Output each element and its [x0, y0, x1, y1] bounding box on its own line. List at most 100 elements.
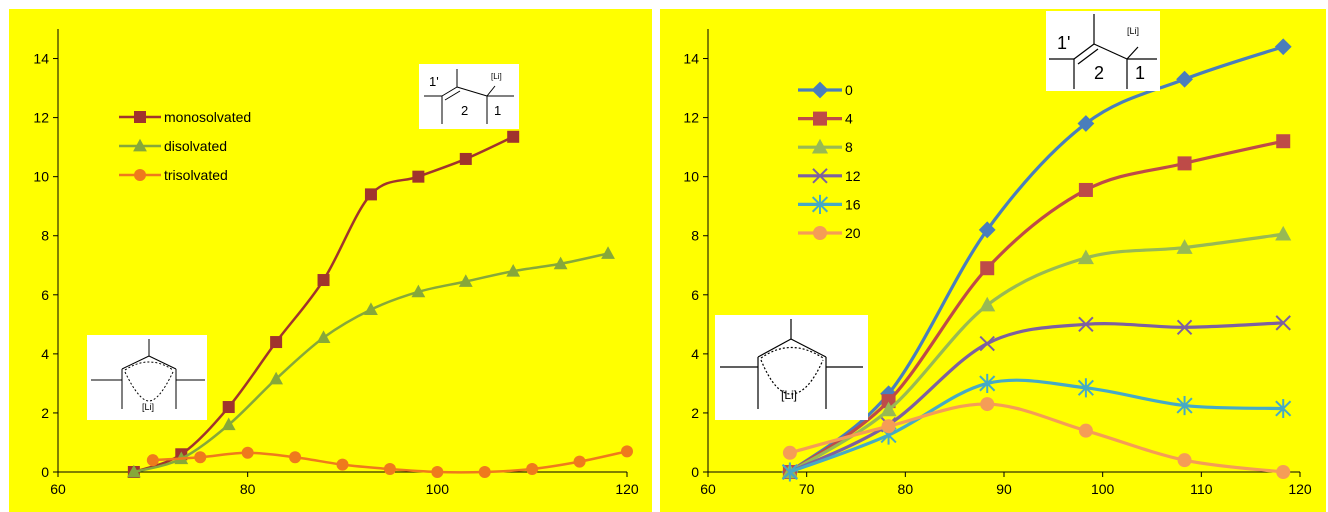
right-inset-top-structure: 1' 2 1 [Li] — [1046, 11, 1160, 91]
data-point — [1077, 115, 1095, 132]
inset-top-background — [1046, 11, 1160, 91]
legend-label: monosolvated — [164, 109, 251, 125]
y-tick-label: 8 — [691, 228, 699, 244]
bottom-structure-label-li: [Li] — [142, 402, 154, 412]
series-line — [788, 139, 1284, 474]
data-point — [526, 463, 539, 476]
data-point — [1274, 38, 1292, 56]
data-point — [1078, 182, 1093, 197]
x-tick-label: 110 — [1190, 481, 1213, 497]
top-structure-label-li: [Li] — [491, 72, 502, 81]
data-point — [270, 336, 283, 349]
data-point — [781, 462, 798, 482]
legend-marker — [813, 111, 827, 126]
data-point — [317, 274, 330, 287]
top-structure-label-2: 2 — [461, 103, 468, 118]
data-point — [601, 246, 615, 259]
top-structure-label-1prime: 1' — [429, 74, 439, 89]
y-tick-label: 12 — [683, 110, 699, 126]
legend-marker — [134, 111, 146, 123]
y-tick-label: 8 — [41, 228, 49, 244]
right-inset-bottom-structure: [Li] — [715, 315, 868, 420]
data-point — [241, 446, 254, 459]
legend-marker — [133, 138, 147, 152]
legend-marker — [813, 226, 827, 240]
x-tick-label: 80 — [240, 481, 256, 497]
bottom-structure-label-li: [Li] — [781, 388, 797, 402]
x-tick-label: 90 — [996, 481, 1012, 497]
data-point — [126, 464, 141, 478]
legend-marker — [811, 138, 829, 154]
data-point — [1275, 315, 1291, 331]
y-tick-label: 6 — [41, 287, 49, 303]
data-point — [1276, 134, 1291, 149]
y-tick-label: 14 — [33, 51, 49, 67]
data-point — [1078, 423, 1093, 438]
y-tick-label: 4 — [691, 346, 699, 362]
data-point — [621, 445, 633, 458]
data-point — [1176, 70, 1193, 88]
data-point — [411, 284, 426, 298]
data-point — [431, 466, 444, 478]
inset-bottom-background — [87, 335, 207, 420]
right-legend: 0 4 8 12 16 20 — [798, 81, 861, 241]
data-point — [1275, 398, 1292, 419]
data-point — [1176, 239, 1193, 254]
left-chart-panel: 0 2 4 6 8 10 12 14 60 80 100 120 monosolvated disolv… — [9, 9, 652, 512]
left-legend: monosolvated disolvated trisolvated — [119, 109, 251, 183]
y-tick-label: 14 — [683, 51, 699, 67]
top-structure-label-1: 1 — [494, 103, 501, 118]
data-point — [1177, 453, 1192, 468]
series-line — [133, 135, 514, 474]
right-series-group — [781, 38, 1292, 482]
series-line — [789, 321, 1284, 474]
data-point — [980, 261, 995, 276]
top-structure-label-li: [Li] — [1127, 26, 1139, 36]
legend-label: 12 — [845, 168, 861, 184]
legend-label: 0 — [845, 82, 853, 98]
y-tick-label: 6 — [691, 287, 699, 303]
data-point — [478, 466, 491, 478]
data-point — [506, 263, 521, 277]
data-point — [1176, 319, 1193, 335]
y-tick-label: 12 — [33, 110, 49, 126]
data-point — [979, 335, 995, 352]
top-structure-bonds — [1049, 14, 1157, 89]
legend-marker — [811, 81, 829, 99]
y-tick-label: 0 — [41, 464, 49, 480]
y-tick-label: 2 — [41, 405, 49, 421]
data-point — [553, 256, 568, 270]
legend-marker — [134, 169, 146, 181]
y-tick-label: 0 — [691, 464, 699, 480]
legend-label: 16 — [845, 196, 861, 212]
x-tick-label: 100 — [426, 481, 450, 497]
x-tick-label: 120 — [1288, 481, 1312, 497]
left-inset-top-structure: 1' 2 1 [Li] — [419, 64, 519, 129]
x-tick-label: 100 — [1091, 481, 1115, 497]
data-point — [383, 463, 396, 476]
data-point — [1077, 378, 1094, 398]
data-point — [782, 445, 797, 460]
y-tick-label: 10 — [33, 169, 49, 185]
x-tick-label: 60 — [50, 481, 66, 497]
data-point — [1275, 225, 1292, 241]
series-line — [789, 378, 1284, 474]
data-point — [458, 274, 473, 287]
y-tick-label: 4 — [41, 346, 49, 362]
data-point — [336, 458, 349, 471]
top-structure-bonds — [424, 69, 514, 124]
data-point — [269, 371, 284, 385]
top-structure-label-1: 1 — [1135, 63, 1145, 83]
x-tick-label: 80 — [898, 481, 914, 497]
legend-marker — [811, 194, 829, 214]
data-point — [1276, 465, 1291, 479]
data-point — [1078, 316, 1094, 333]
legend-marker — [812, 168, 828, 184]
data-point — [412, 170, 425, 183]
x-tick-label: 60 — [700, 481, 716, 497]
right-chart-panel: 0 2 4 6 8 10 12 14 60 70 80 90 100 110 120 0 4 8 12 16 20 1… — [660, 9, 1326, 512]
